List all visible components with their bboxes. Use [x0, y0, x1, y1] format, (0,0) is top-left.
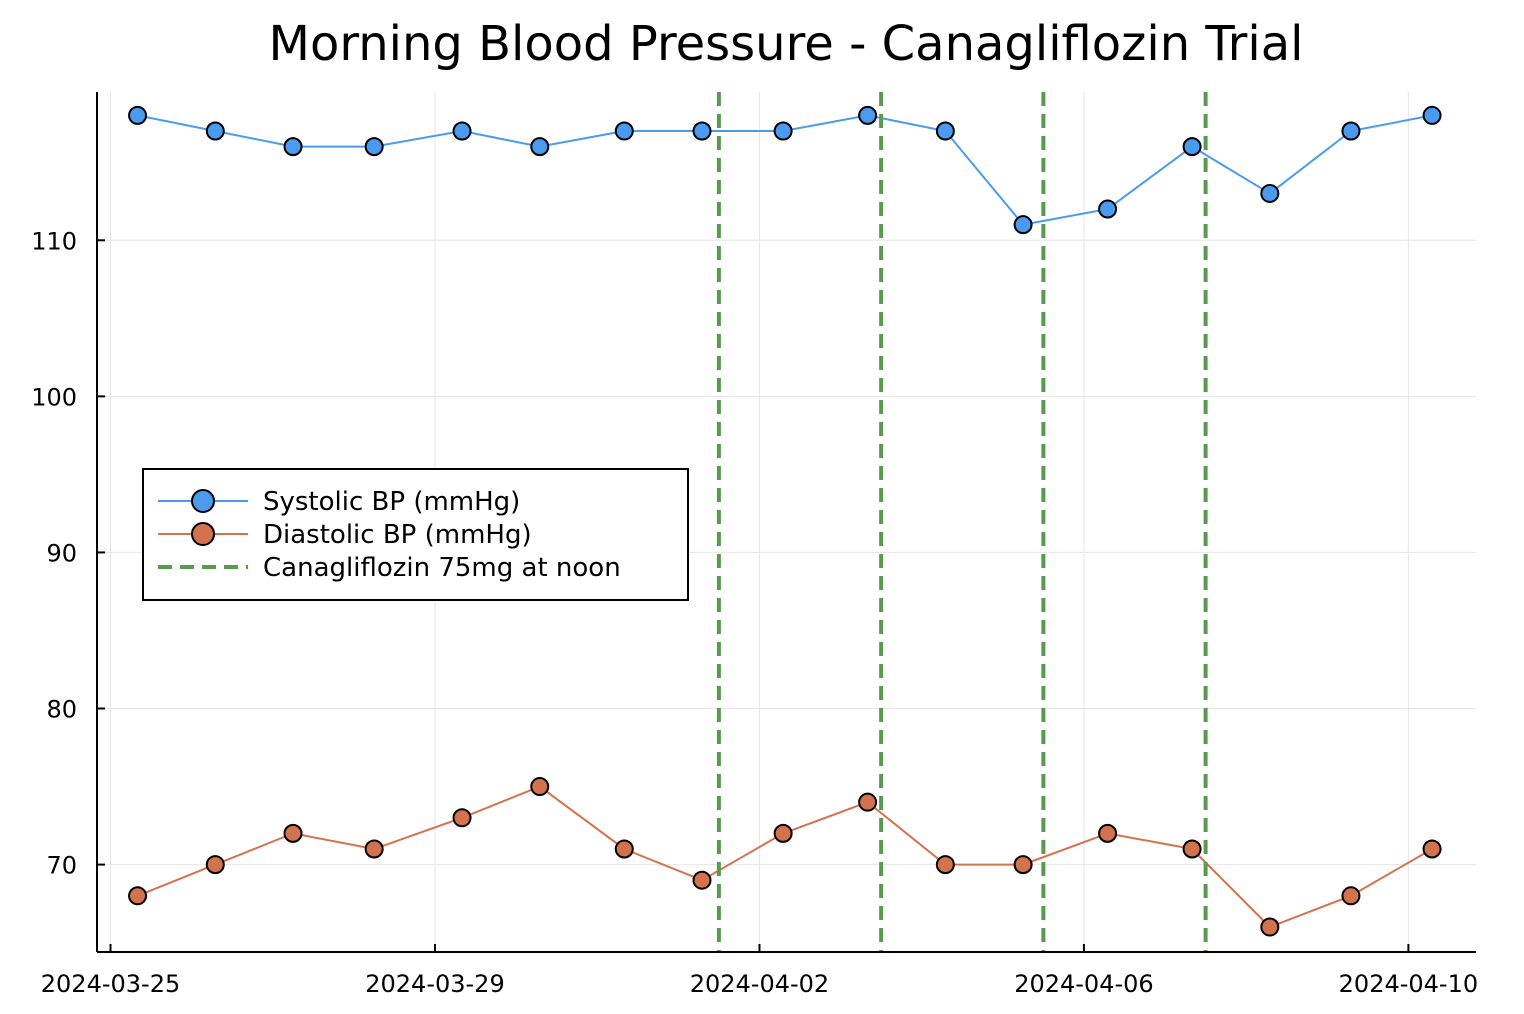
y-tick-label: 90 [46, 539, 77, 567]
y-tick-label: 110 [31, 227, 77, 255]
data-point [858, 792, 878, 812]
data-point [692, 121, 712, 141]
data-point [935, 855, 955, 875]
legend-entry: Canagliflozin 75mg at noon [158, 553, 621, 583]
data-point [1341, 121, 1361, 141]
data-point [1013, 855, 1033, 875]
data-point [935, 121, 955, 141]
data-point [1013, 215, 1033, 235]
legend-marker [191, 489, 215, 513]
legend: Systolic BP (mmHg)Diastolic BP (mmHg)Can… [142, 468, 689, 601]
data-point [1182, 839, 1202, 859]
data-point [1182, 137, 1202, 157]
data-point [530, 777, 550, 797]
data-point [614, 839, 634, 859]
x-tick-label: 2024-04-02 [690, 970, 829, 998]
data-point [1422, 105, 1442, 125]
x-tick-label: 2024-04-10 [1339, 970, 1478, 998]
y-tick-label: 100 [31, 383, 77, 411]
data-point [205, 855, 225, 875]
data-point [614, 121, 634, 141]
legend-label: Canagliflozin 75mg at noon [263, 553, 621, 583]
data-point [1341, 886, 1361, 906]
x-tick-label: 2024-04-06 [1014, 970, 1153, 998]
chart-title: Morning Blood Pressure - Canagliflozin T… [269, 16, 1304, 72]
data-point [128, 886, 148, 906]
legend-entry: Diastolic BP (mmHg) [158, 520, 532, 550]
data-point [1098, 823, 1118, 843]
legend-label: Diastolic BP (mmHg) [263, 520, 532, 550]
data-point [283, 823, 303, 843]
data-point [1260, 917, 1280, 937]
legend-marker [191, 522, 215, 546]
data-point [452, 121, 472, 141]
x-tick-label: 2024-03-25 [41, 970, 180, 998]
series-systolic [128, 105, 1442, 235]
axes [96, 92, 1476, 953]
data-point [1098, 199, 1118, 219]
legend-label: Systolic BP (mmHg) [263, 487, 520, 517]
series-layer [128, 105, 1442, 937]
series-diastolic [128, 777, 1442, 937]
y-tick-label: 70 [46, 852, 77, 880]
data-point [364, 839, 384, 859]
data-point [692, 870, 712, 890]
data-point [364, 137, 384, 157]
data-point [773, 121, 793, 141]
tick-labels: 2024-03-25 2024-03-29 2024-04-02 2024-04-06… [31, 227, 1478, 998]
data-point [128, 105, 148, 125]
data-point [773, 823, 793, 843]
x-tick-label: 2024-03-29 [365, 970, 504, 998]
data-point [530, 137, 550, 157]
data-point [283, 137, 303, 157]
data-point [1260, 183, 1280, 203]
data-point [205, 121, 225, 141]
data-point [858, 105, 878, 125]
y-tick-label: 80 [46, 696, 77, 724]
data-point [452, 808, 472, 828]
dose-lines [716, 92, 1208, 952]
data-point [1422, 839, 1442, 859]
legend-entry: Systolic BP (mmHg) [158, 487, 520, 517]
